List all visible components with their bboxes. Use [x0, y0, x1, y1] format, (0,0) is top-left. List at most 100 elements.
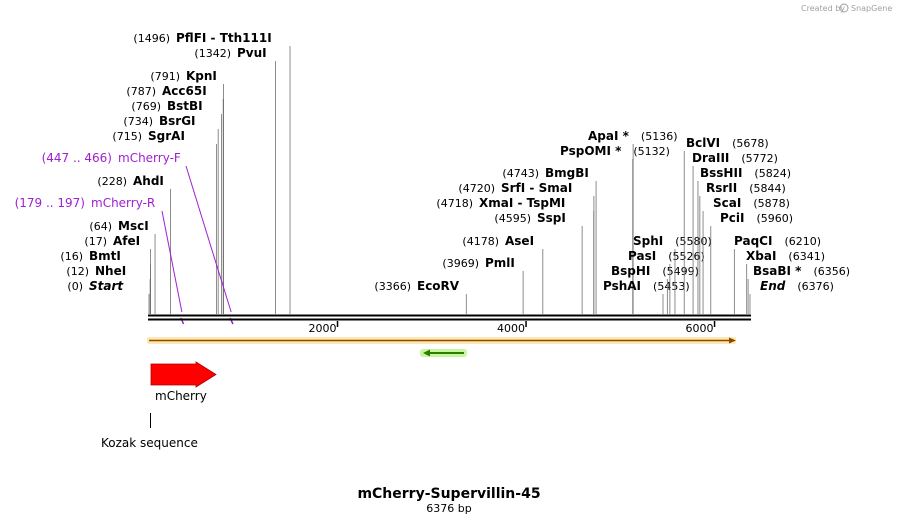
map-title: mCherry-Supervillin-45	[357, 486, 540, 502]
ruler-tick-label: 2000	[309, 322, 337, 335]
site-name: XmaI - TspMI	[479, 196, 565, 210]
site-name: KpnI	[186, 69, 217, 83]
site-pspomi: PspOMI * (5132)	[560, 144, 670, 314]
mcherry-feature: mCherry	[150, 361, 217, 403]
site-name: ScaI	[713, 196, 741, 210]
credit-prefix: Created by	[801, 4, 845, 13]
primer-position: (179 .. 197)	[15, 196, 85, 210]
site-name: PciI	[720, 211, 745, 225]
site-position: (5772)	[741, 152, 778, 165]
site-name: PspOMI *	[560, 144, 622, 158]
backbone	[148, 314, 751, 321]
site-end: End (6376)	[749, 279, 834, 314]
site-name: PflFI - Tth111I	[176, 31, 272, 45]
site-position: (1496)	[133, 32, 170, 45]
site-pasi: PasI (5526)	[628, 249, 705, 314]
site-position: (4718)	[436, 197, 473, 210]
mcherry-label: mCherry	[155, 389, 207, 403]
site-apai: ApaI * (5136)	[588, 129, 677, 314]
site-sgrai: (715) SgrAI	[112, 129, 217, 314]
site-scai: ScaI (5878)	[702, 196, 790, 314]
site-name: PshAI	[603, 279, 641, 293]
site-msci: (64) MscI	[89, 219, 156, 314]
site-name: PasI	[628, 249, 656, 263]
site-position: (6356)	[813, 265, 850, 278]
site-position: (791)	[150, 70, 180, 83]
primer-mcherry-f: (447 .. 466) mCherry-F	[42, 151, 234, 325]
site-name: SspI	[537, 211, 566, 225]
site-name: Acc65I	[162, 84, 207, 98]
site-position: (17)	[84, 235, 107, 248]
site-pflfi-tth111i: (1496) PflFI - Tth111I	[133, 31, 291, 314]
site-name: AhdI	[133, 174, 164, 188]
site-pcii: PciI (5960)	[710, 211, 793, 314]
site-position: (6376)	[797, 280, 834, 293]
site-pvui: (1342) PvuI	[194, 46, 276, 314]
site-position: (228)	[97, 175, 127, 188]
primer-leader-line	[161, 210, 183, 313]
site-pshai: PshAI (5453)	[603, 279, 690, 314]
map-length: 6376 bp	[426, 502, 471, 515]
primer-name: mCherry-R	[91, 196, 155, 210]
site-position: (16)	[60, 250, 83, 263]
site-rsrii: RsrII (5844)	[699, 181, 786, 314]
site-name: BclVI	[686, 136, 720, 150]
site-position: (715)	[112, 130, 142, 143]
site-name: End	[760, 279, 786, 293]
site-position: (64)	[89, 220, 112, 233]
site-position: (3366)	[374, 280, 411, 293]
site-name: SphI	[633, 234, 663, 248]
site-paqci: PaqCI (6210)	[733, 234, 821, 314]
reverse-feature-arrow	[420, 349, 467, 357]
primers: (179 .. 197) mCherry-R (447 .. 466) mCherry…	[15, 151, 234, 325]
snapgene-logo-icon	[839, 3, 849, 13]
primer-name: mCherry-F	[118, 151, 181, 165]
site-name: Start	[89, 279, 124, 293]
site-position: (734)	[123, 115, 153, 128]
site-name: SrfI - SmaI	[501, 181, 572, 195]
site-asei: (4178) AseI	[462, 234, 544, 314]
site-srfi-smai: (4720) SrfI - SmaI	[458, 181, 595, 314]
reverse-arrow-head	[423, 349, 430, 357]
kozak-label: Kozak sequence	[101, 436, 198, 450]
site-name: PmlI	[485, 256, 515, 270]
site-name: ApaI *	[588, 129, 630, 143]
site-position: (6341)	[788, 250, 825, 263]
site-position: (769)	[131, 100, 161, 113]
site-position: (6210)	[784, 235, 821, 248]
site-bsphi: BspHI (5499)	[611, 264, 699, 314]
site-position: (5136)	[641, 130, 678, 143]
site-position: (5580)	[675, 235, 712, 248]
site-name: PaqCI	[734, 234, 772, 248]
site-position: (12)	[66, 265, 89, 278]
site-bmti: (16) BmtI	[60, 249, 151, 314]
ruler: 2000 4000 6000	[309, 321, 716, 335]
restriction-sites: (0) Start(12) NheI (16) BmtI(17) AfeI(64) MscI…	[60, 31, 850, 314]
site-position: (0)	[67, 280, 83, 293]
ruler-tick-label: 6000	[686, 322, 714, 335]
site-position: (5499)	[662, 265, 699, 278]
site-name: PvuI	[237, 46, 267, 60]
site-position: (5878)	[753, 197, 790, 210]
site-position: (5824)	[754, 167, 791, 180]
site-bclvi: BclVI (5678)	[683, 136, 769, 314]
site-position: (3969)	[442, 257, 479, 270]
site-name: BsrGI	[159, 114, 196, 128]
mcherry-cds-arrow	[150, 361, 217, 388]
site-name: RsrII	[706, 181, 737, 195]
full-length-feature-bar	[147, 337, 736, 344]
site-bmgbi: (4743) BmgBI	[502, 166, 597, 314]
site-pmli: (3969) PmlI	[442, 256, 524, 314]
ruler-tick-label: 4000	[497, 322, 525, 335]
site-ahdi: (228) AhdI	[97, 174, 171, 314]
site-position: (1342)	[194, 47, 231, 60]
site-name: BsaBI *	[753, 264, 802, 278]
site-name: AfeI	[113, 234, 140, 248]
site-position: (5678)	[732, 137, 769, 150]
site-bsabi: BsaBI * (6356)	[747, 264, 850, 314]
primer-leader-line	[185, 165, 232, 313]
site-name: EcoRV	[417, 279, 460, 293]
site-name: BstBI	[167, 99, 203, 113]
site-bsshii: BssHII (5824)	[697, 166, 791, 314]
site-afei: (17) AfeI	[84, 234, 152, 314]
